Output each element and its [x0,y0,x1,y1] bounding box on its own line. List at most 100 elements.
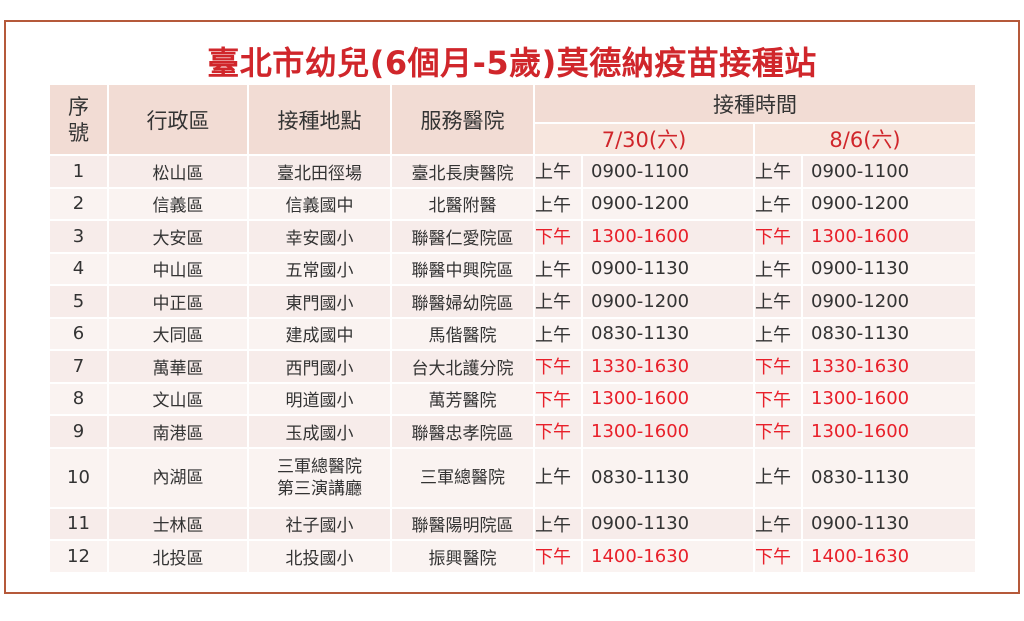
row-number: 3 [50,220,109,254]
row-number: 5 [50,285,109,319]
header-site: 接種地點 [248,85,392,156]
row-site: 臺北田徑場 [248,155,392,189]
row-period-1: 上午 [534,507,583,541]
row-time-2: 0900-1200 [802,187,977,221]
row-time-2: 1300-1600 [802,220,977,254]
row-period-1: 上午 [534,447,583,509]
row-period-2: 上午 [754,285,803,319]
row-number: 10 [50,447,109,509]
row-district: 中山區 [108,252,249,286]
row-number: 11 [50,507,109,541]
row-district: 大同區 [108,317,249,351]
row-period-2: 上午 [754,187,803,221]
header-hospital: 服務醫院 [391,85,535,156]
table-row: 11 士林區 社子國小 聯醫陽明院區 上午 0900-1130 上午 0900-1130 [50,507,977,541]
row-period-2: 下午 [754,220,803,254]
row-time-1: 1300-1600 [582,220,755,254]
row-hospital: 臺北長庚醫院 [391,155,535,189]
row-hospital: 馬偕醫院 [391,317,535,351]
header-district: 行政區 [108,85,249,156]
row-time-2: 1300-1600 [802,382,977,416]
row-time-2: 0830-1130 [802,317,977,351]
row-time-1: 0900-1130 [582,507,755,541]
table-body: 1 松山區 臺北田徑場 臺北長庚醫院 上午 0900-1100 上午 0900-1100 2 信義… [50,155,977,574]
row-hospital: 聯醫陽明院區 [391,507,535,541]
table-row: 1 松山區 臺北田徑場 臺北長庚醫院 上午 0900-1100 上午 0900-1100 [50,155,977,189]
row-period-2: 上午 [754,155,803,189]
table-row: 4 中山區 五常國小 聯醫中興院區 上午 0900-1130 上午 0900-1130 [50,252,977,286]
row-number: 7 [50,350,109,384]
table-row: 10 內湖區 三軍總醫院 第三演講廳 三軍總醫院 上午 0830-1130 上午 0830-1… [50,447,977,509]
row-period-1: 上午 [534,252,583,286]
row-period-1: 上午 [534,285,583,319]
row-time-1: 1330-1630 [582,350,755,384]
row-time-1: 0900-1200 [582,187,755,221]
row-period-1: 上午 [534,187,583,221]
row-number: 2 [50,187,109,221]
row-district: 南港區 [108,415,249,449]
row-period-1: 下午 [534,350,583,384]
row-time-2: 0900-1100 [802,155,977,189]
row-number: 4 [50,252,109,286]
row-time-2: 1330-1630 [802,350,977,384]
row-hospital: 聯醫忠孝院區 [391,415,535,449]
row-time-1: 0900-1130 [582,252,755,286]
row-site: 北投國小 [248,540,392,574]
row-number: 12 [50,540,109,574]
row-site: 東門國小 [248,285,392,319]
table-row: 5 中正區 東門國小 聯醫婦幼院區 上午 0900-1200 上午 0900-1200 [50,285,977,319]
row-period-2: 上午 [754,252,803,286]
table-row: 7 萬華區 西門國小 台大北護分院 下午 1330-1630 下午 1330-1630 [50,350,977,384]
row-period-2: 下午 [754,540,803,574]
row-site: 五常國小 [248,252,392,286]
row-period-2: 上午 [754,317,803,351]
row-time-1: 0830-1130 [582,317,755,351]
row-time-2: 0900-1130 [802,507,977,541]
row-time-1: 0900-1100 [582,155,755,189]
row-period-2: 下午 [754,350,803,384]
row-period-2: 上午 [754,507,803,541]
row-site: 玉成國小 [248,415,392,449]
row-district: 信義區 [108,187,249,221]
row-district: 文山區 [108,382,249,416]
row-period-2: 上午 [754,447,803,509]
row-time-1: 1300-1600 [582,382,755,416]
row-district: 內湖區 [108,447,249,509]
row-number: 6 [50,317,109,351]
row-district: 大安區 [108,220,249,254]
row-period-1: 下午 [534,415,583,449]
header-date-2: 8/6(六) [754,123,977,156]
row-number: 9 [50,415,109,449]
row-time-1: 0830-1130 [582,447,755,509]
row-time-1: 1300-1600 [582,415,755,449]
row-site: 幸安國小 [248,220,392,254]
row-district: 中正區 [108,285,249,319]
row-period-2: 下午 [754,382,803,416]
header-number: 序 號 [50,85,109,156]
table-row: 3 大安區 幸安國小 聯醫仁愛院區 下午 1300-1600 下午 1300-1600 [50,220,977,254]
row-site: 信義國中 [248,187,392,221]
row-period-2: 下午 [754,415,803,449]
row-period-1: 下午 [534,540,583,574]
row-hospital: 聯醫婦幼院區 [391,285,535,319]
row-number: 1 [50,155,109,189]
header-date-1: 7/30(六) [534,123,755,156]
table-row: 2 信義區 信義國中 北醫附醫 上午 0900-1200 上午 0900-1200 [50,187,977,221]
row-number: 8 [50,382,109,416]
row-hospital: 振興醫院 [391,540,535,574]
row-district: 士林區 [108,507,249,541]
row-hospital: 聯醫中興院區 [391,252,535,286]
table-row: 9 南港區 玉成國小 聯醫忠孝院區 下午 1300-1600 下午 1300-1600 [50,415,977,449]
row-site: 西門國小 [248,350,392,384]
row-site: 建成國中 [248,317,392,351]
row-hospital: 聯醫仁愛院區 [391,220,535,254]
row-district: 松山區 [108,155,249,189]
row-district: 萬華區 [108,350,249,384]
row-time-2: 1300-1600 [802,415,977,449]
row-period-1: 下午 [534,382,583,416]
row-site: 三軍總醫院 第三演講廳 [248,447,392,509]
row-time-2: 0900-1130 [802,252,977,286]
row-site: 明道國小 [248,382,392,416]
row-period-1: 上午 [534,317,583,351]
